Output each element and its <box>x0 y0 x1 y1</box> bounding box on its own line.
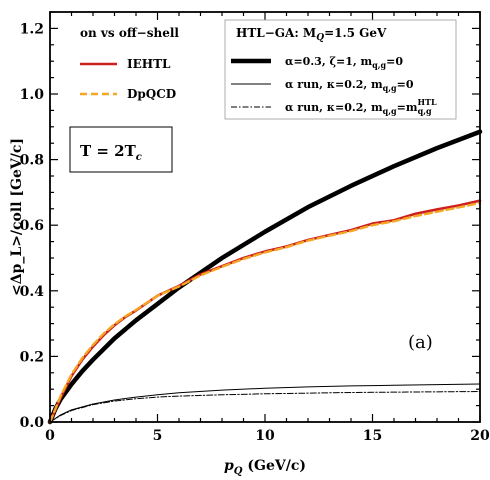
y-tick-label: 1.0 <box>20 87 45 103</box>
legend-label-dashdot: α run, κ=0.2, mq,g=mHTL q,g <box>285 97 437 116</box>
series-line-thin <box>49 383 481 423</box>
legend-left-title: on vs off−shell <box>80 26 179 40</box>
temperature-label: T = 2Tc <box>80 142 142 163</box>
x-tick-label: 5 <box>153 428 163 444</box>
y-tick-label: 0.8 <box>20 153 44 169</box>
series-layer <box>47 129 483 425</box>
x-tick-label: 15 <box>363 428 382 444</box>
x-tick-label: 0 <box>45 428 55 444</box>
legend-left: on vs off−shell IEHTL DpQCD <box>80 26 179 101</box>
x-axis-label: pQ (GeV/c) <box>224 458 306 477</box>
legend-right-frame <box>224 19 457 120</box>
legend-label-thin: α run, κ=0.2, mq,g=0 <box>285 78 414 93</box>
legend-label-dpqcd: DpQCD <box>127 87 176 101</box>
x-tick-label: 10 <box>255 428 275 444</box>
y-axis-label: <Δp_L>/coll [GeV/c] <box>9 138 25 296</box>
y-tick-label: 0.2 <box>20 349 44 365</box>
temperature-box <box>69 126 173 173</box>
series-line-dashed <box>48 201 482 424</box>
series-line-dashdot <box>49 391 481 423</box>
y-tick-label: 0.0 <box>20 415 45 431</box>
panel-label: (a) <box>408 332 433 353</box>
legend-label-iehtl: IEHTL <box>127 57 171 71</box>
y-tick-label: 0.4 <box>20 284 45 300</box>
legend-right-title: HTL−GA: MQ=1.5 GeV <box>236 26 387 43</box>
legend-label-thick: α=0.3, ζ=1, mq,g=0 <box>285 55 403 70</box>
legend-right: HTL−GA: MQ=1.5 GeV α=0.3, ζ=1, mq,g=0 α … <box>224 19 457 120</box>
tick-layer: 0 5 10 15 20 0.0 0.2 0.4 0.6 0.8 1.0 1.2 <box>20 11 490 444</box>
x-tick-label: 20 <box>470 428 490 444</box>
y-tick-label: 1.2 <box>20 21 44 37</box>
y-tick-label: 0.6 <box>20 218 44 234</box>
plot-frame <box>49 11 481 423</box>
series-line-thick <box>47 129 483 425</box>
